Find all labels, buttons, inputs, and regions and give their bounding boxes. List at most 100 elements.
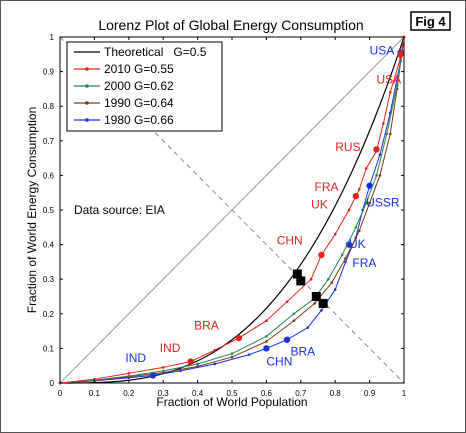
series-point-2000 [161,369,165,373]
x-tick-label: 0.9 [364,389,376,398]
country-marker-1980 [263,345,270,352]
series-point-2000 [196,362,199,366]
series-point-2010 [213,348,217,352]
series-point-1990 [230,355,234,359]
series-point-2010 [333,232,337,236]
y-tick-label: 0 [50,379,55,388]
legend: Theoretical G=0.5 2010 G=0.55 2000 G=0.62 1… [66,41,223,132]
series-point-1990 [196,365,199,368]
series-point-1990 [313,302,316,305]
series-point-1980 [179,369,182,373]
country-marker-1980 [345,241,353,248]
y-tick-label: 0.2 [43,310,55,319]
y-tick-label: 0.3 [43,275,55,284]
series-point-2000 [265,334,268,338]
series-point-1990 [357,229,361,233]
y-tick-label: 0.4 [43,241,55,250]
y-tick-label: 0.8 [43,102,55,111]
series-point-2010 [127,372,131,375]
legend-label: 2000 G=0.62 [104,79,174,93]
series-point-2000 [327,277,330,281]
series-point-1980 [333,288,337,291]
x-tick-label: 1 [402,389,407,398]
series-point-2000 [340,253,344,257]
x-tick-label: 0 [58,389,63,398]
series-point-1990 [344,257,347,260]
series-point-1990 [330,281,334,284]
median-square-marker [311,292,321,301]
series-point-1990 [378,174,382,177]
data-source-note: Data source: EIA [74,203,165,217]
x-tick-label: 0.3 [158,389,170,398]
legend-marker-2000 [85,84,89,88]
series-point-2010 [265,319,268,323]
country-marker-2010 [318,251,325,259]
series-point-1990 [265,340,268,343]
country-label: BRA [290,344,315,358]
series-line-1980 [59,36,405,384]
country-marker-1980 [366,182,373,189]
series-point-2000 [230,352,234,355]
fig-badge: Fig 4 [410,11,451,31]
country-marker-2010 [235,334,243,342]
series-point-2010 [161,366,165,369]
country-marker-1980 [283,336,291,343]
country-label: IND [125,351,146,365]
country-label: CHN [277,234,303,248]
x-tick-label: 0.7 [295,389,307,398]
y-tick-label: 1 [50,33,55,42]
y-tick-label: 0.1 [43,344,55,353]
series-point-2000 [127,374,131,378]
country-marker-2010 [352,192,360,200]
legend-marker-1980 [85,118,89,122]
country-label: BRA [194,318,219,332]
series-point-2010 [309,277,313,281]
series-line-2010 [59,36,405,384]
series-point-2000 [354,226,358,229]
x-tick-label: 0.1 [89,389,101,398]
fig-badge-label: Fig 4 [415,14,446,29]
series-point-1990 [368,201,371,205]
country-label: CHN [266,355,292,369]
country-label: USSR [366,196,400,210]
series-point-1980 [320,309,323,312]
series-point-2000 [292,312,296,316]
country-label: FRA [352,256,376,270]
series-point-2010 [388,91,392,94]
x-tick-label: 0.2 [123,389,135,398]
series-point-1980 [247,353,251,356]
series-point-2010 [93,377,96,381]
y-tick-label: 0.6 [43,171,55,180]
series-point-1990 [292,319,296,323]
country-marker-2010 [187,358,194,365]
series-point-1980 [378,153,382,156]
legend-marker-2010 [85,67,89,71]
legend-label: 1990 G=0.64 [104,96,174,110]
median-square-marker [296,276,306,286]
series-layer [58,35,406,385]
series-point-1980 [306,326,309,329]
x-tick-label: 0.8 [330,389,342,398]
series-point-1980 [344,260,347,264]
series-point-1980 [213,362,217,366]
country-marker-2010 [373,146,380,153]
country-label: IND [160,341,181,355]
country-label: FRA [315,180,339,194]
series-point-2010 [382,122,385,125]
series-point-2000 [375,174,378,177]
series-point-2010 [347,208,351,212]
country-label: UK [311,197,328,211]
legend-label: 1980 G=0.66 [104,113,174,127]
legend-marker-1990 [85,101,89,105]
series-point-2000 [395,84,399,87]
legend-label: 2010 G=0.55 [104,62,174,76]
country-label: USA [370,43,395,57]
x-axis-title: Fraction of World Population [156,395,307,409]
y-tick-label: 0.7 [43,137,55,146]
x-tick-label: 0.6 [261,389,273,398]
y-axis-title: Fraction of World Energy Consumption [25,107,39,314]
chart-title: Lorenz Plot of Global Energy Consumption [98,17,363,33]
country-label: UK [349,237,366,251]
y-tick-label: 0.9 [43,68,55,77]
